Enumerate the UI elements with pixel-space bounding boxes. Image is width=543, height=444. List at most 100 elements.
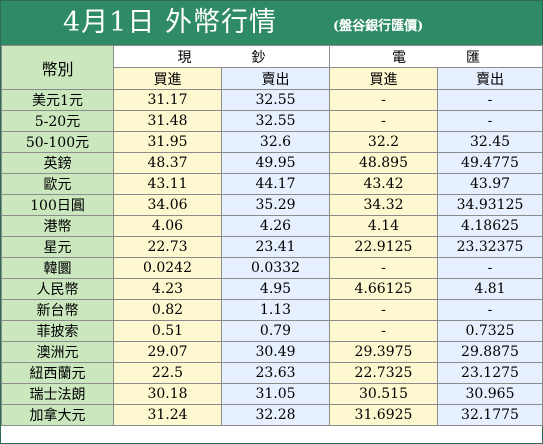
currency-name: 澳洲元: [1, 341, 114, 363]
cash-group-label: 現鈔: [177, 49, 326, 66]
cash-sell-value: 32.6: [221, 131, 330, 153]
wire-buy-value: -: [329, 320, 438, 342]
wire-buy-value: 30.515: [329, 383, 438, 405]
cash-sell-header: 賣出: [221, 67, 330, 90]
cash-sell-value: 31.05: [221, 383, 330, 405]
table-row: 歐元 43.11 44.17 43.42 43.97: [1, 173, 543, 195]
exchange-rate-table: 幣別 現鈔 電匯 買進 賣出 買進 賣出 美元1元 31.17 32.55- -5-2…: [1, 45, 543, 426]
cash-buy-value: 31.24: [113, 404, 222, 426]
wire-sell-value: 34.93125: [437, 194, 543, 216]
wire-sell-value: 43.97: [437, 173, 543, 195]
wire-sell-value: 0.7325: [437, 320, 543, 342]
wire-sell-value: 29.8875: [437, 341, 543, 363]
table-row: 新台幣 0.82 1.13- -: [1, 299, 543, 321]
cash-buy-value: 0.0242: [113, 257, 222, 279]
cash-sell-value: 1.13: [221, 299, 330, 321]
cash-sell-value: 4.95: [221, 278, 330, 300]
wire-sell-value: 4.81: [437, 278, 543, 300]
cash-buy-value: 31.48: [113, 110, 222, 132]
cash-buy-value: 4.06: [113, 215, 222, 237]
cash-buy-value: 48.37: [113, 152, 222, 174]
wire-buy-value: -: [329, 89, 438, 111]
wire-buy-value: 48.895: [329, 152, 438, 174]
wire-sell-value: -: [437, 299, 543, 321]
wire-buy-value: 22.7325: [329, 362, 438, 384]
wire-sell-value: 32.1775: [437, 404, 543, 426]
cash-buy-value: 0.82: [113, 299, 222, 321]
wire-sell-value: 4.18625: [437, 215, 543, 237]
currency-name: 新台幣: [1, 299, 114, 321]
table-row: 港幣 4.06 4.26 4.14 4.18625: [1, 215, 543, 237]
table-row: 瑞士法朗 30.18 31.05 30.515 30.965: [1, 383, 543, 405]
table-row: 澳洲元 29.07 30.49 29.3975 29.8875: [1, 341, 543, 363]
table-row: 50-100元 31.95 32.6 32.2 32.45: [1, 131, 543, 153]
currency-name: 5-20元: [1, 110, 114, 132]
table-row: 星元 22.73 23.41 22.9125 23.32375: [1, 236, 543, 258]
table-row: 美元1元 31.17 32.55- -: [1, 89, 543, 111]
currency-name: 50-100元: [1, 131, 114, 153]
currency-name: 歐元: [1, 173, 114, 195]
table-row: 人民幣 4.23 4.95 4.66125 4.81: [1, 278, 543, 300]
wire-sell-value: -: [437, 110, 543, 132]
wire-buy-value: 31.6925: [329, 404, 438, 426]
cash-sell-value: 49.95: [221, 152, 330, 174]
wire-buy-value: -: [329, 257, 438, 279]
cash-buy-value: 30.18: [113, 383, 222, 405]
cash-buy-value: 31.17: [113, 89, 222, 111]
wire-sell-value: -: [437, 257, 543, 279]
wire-buy-value: 43.42: [329, 173, 438, 195]
wire-buy-value: 32.2: [329, 131, 438, 153]
wire-sell-value: 30.965: [437, 383, 543, 405]
wire-sell-value: 23.32375: [437, 236, 543, 258]
cash-buy-value: 31.95: [113, 131, 222, 153]
cash-buy-value: 0.51: [113, 320, 222, 342]
currency-name: 港幣: [1, 215, 114, 237]
currency-column-header: 幣別: [1, 45, 114, 90]
cash-buy-value: 22.5: [113, 362, 222, 384]
table-row: 英鎊 48.37 49.95 48.895 49.4775: [1, 152, 543, 174]
table-row: 加拿大元 31.24 32.28 31.6925 32.1775: [1, 404, 543, 426]
cash-sell-value: 23.63: [221, 362, 330, 384]
wire-sell-value: -: [437, 89, 543, 111]
wire-buy-value: -: [329, 110, 438, 132]
wire-buy-header: 買進: [329, 67, 438, 90]
currency-name: 100日圓: [1, 194, 114, 216]
wire-sell-value: 23.1275: [437, 362, 543, 384]
wire-buy-value: 34.32: [329, 194, 438, 216]
currency-name: 人民幣: [1, 278, 114, 300]
table-row: 紐西蘭元 22.5 23.63 22.7325 23.1275: [1, 362, 543, 384]
cash-sell-value: 44.17: [221, 173, 330, 195]
cash-sell-value: 0.79: [221, 320, 330, 342]
cash-sell-value: 32.28: [221, 404, 330, 426]
currency-name: 韓圜: [1, 257, 114, 279]
table-row: 菲披索 0.51 0.79-0.7325: [1, 320, 543, 342]
table-row: 5-20元 31.48 32.55- -: [1, 110, 543, 132]
cash-sell-value: 30.49: [221, 341, 330, 363]
cash-sell-value: 32.55: [221, 110, 330, 132]
currency-name: 星元: [1, 236, 114, 258]
wire-sell-value: 49.4775: [437, 152, 543, 174]
wire-buy-value: -: [329, 299, 438, 321]
cash-buy-value: 34.06: [113, 194, 222, 216]
cash-group-header: 現鈔: [113, 45, 330, 68]
cash-sell-value: 35.29: [221, 194, 330, 216]
cash-buy-value: 4.23: [113, 278, 222, 300]
cash-buy-value: 29.07: [113, 341, 222, 363]
currency-name: 英鎊: [1, 152, 114, 174]
table-row: 韓圜 0.0242 0.0332- -: [1, 257, 543, 279]
title-bar: 4月1日 外幣行情 (盤谷銀行匯價): [1, 1, 542, 45]
page-title: 4月1日 外幣行情: [63, 7, 277, 38]
currency-name: 加拿大元: [1, 404, 114, 426]
currency-name: 菲披索: [1, 320, 114, 342]
cash-buy-header: 買進: [113, 67, 222, 90]
wire-sell-header: 賣出: [437, 67, 543, 90]
wire-buy-value: 4.14: [329, 215, 438, 237]
cash-sell-value: 0.0332: [221, 257, 330, 279]
cash-sell-value: 23.41: [221, 236, 330, 258]
wire-group-header: 電匯: [329, 45, 543, 68]
currency-name: 美元1元: [1, 89, 114, 111]
table-row: 100日圓 34.06 35.29 34.32 34.93125: [1, 194, 543, 216]
currency-name: 瑞士法朗: [1, 383, 114, 405]
wire-sell-value: 32.45: [437, 131, 543, 153]
